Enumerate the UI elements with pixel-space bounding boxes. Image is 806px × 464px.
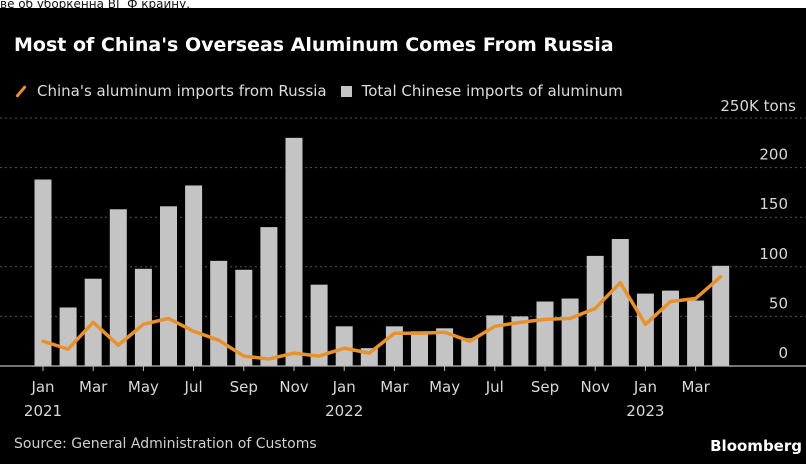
chart-legend: China's aluminum imports from Russia Tot… (14, 82, 637, 100)
x-tick-label: Sep (230, 378, 258, 396)
x-tick-label: May (128, 378, 159, 396)
data-bar (285, 137, 303, 366)
chart-title: Most of China's Overseas Aluminum Comes … (14, 34, 614, 56)
x-tick-label: Mar (681, 378, 710, 396)
x-tick-label: Nov (581, 378, 610, 396)
chart-frame: Most of China's Overseas Aluminum Comes … (0, 8, 806, 464)
legend-item-bar: Total Chinese imports of aluminum (340, 82, 623, 100)
data-bar (586, 255, 604, 366)
y-tick-label: 200 (759, 146, 788, 164)
x-tick-label: Mar (380, 378, 409, 396)
header-text-strip: ве об уборкенна ВГ Ф краину. (0, 0, 191, 8)
data-bar (260, 227, 278, 366)
x-tick-label: Jul (184, 378, 203, 396)
data-bar (511, 316, 529, 366)
data-bar (436, 328, 454, 366)
data-bar (185, 185, 203, 366)
y-tick-label: 150 (759, 195, 788, 213)
data-bar (561, 298, 579, 366)
x-tick-label: Sep (531, 378, 559, 396)
x-tick-label: Mar (79, 378, 108, 396)
data-bar (611, 239, 629, 366)
legend-line-label: China's aluminum imports from Russia (37, 82, 327, 100)
y-unit-label: 250K tons (720, 97, 796, 115)
data-bar (235, 269, 253, 366)
x-tick-label: Jul (485, 378, 504, 396)
data-bar (160, 206, 177, 366)
legend-bar-swatch-icon (340, 85, 352, 97)
data-bar (687, 300, 705, 366)
x-year-label: 2022 (325, 402, 363, 420)
x-tick-label: May (429, 378, 460, 396)
data-line-series (41, 274, 723, 361)
x-tick-label: Jan (30, 378, 54, 396)
data-bar (210, 260, 228, 366)
data-bar (461, 338, 479, 366)
brand-logo: Bloomberg (710, 437, 802, 455)
y-tick-label: 50 (769, 294, 788, 312)
data-bar (109, 209, 127, 366)
data-bar (335, 326, 353, 366)
legend-item-line: China's aluminum imports from Russia (14, 82, 327, 100)
x-year-label: 2023 (626, 402, 664, 420)
data-bar (134, 268, 152, 366)
x-tick-label: Jan (332, 378, 356, 396)
x-tick-label: Jan (633, 378, 657, 396)
y-tick-label: 0 (778, 344, 788, 362)
data-bar (712, 265, 730, 366)
data-bar (411, 331, 428, 366)
data-bar (34, 179, 52, 366)
data-bar (59, 307, 77, 366)
data-bar (486, 315, 504, 366)
x-year-label: 2021 (24, 402, 62, 420)
legend-bar-label: Total Chinese imports of aluminum (361, 82, 623, 100)
data-bar (536, 301, 554, 366)
source-note: Source: General Administration of Custom… (14, 436, 317, 452)
y-tick-label: 100 (759, 245, 788, 263)
data-bar (310, 284, 328, 366)
x-tick-label: Nov (279, 378, 308, 396)
data-bar (636, 293, 654, 366)
chart-plot: 200 150 100 50 0 250K tons Jan 2021 Mar May Jul Sep… (0, 97, 806, 420)
data-bar (662, 290, 679, 366)
